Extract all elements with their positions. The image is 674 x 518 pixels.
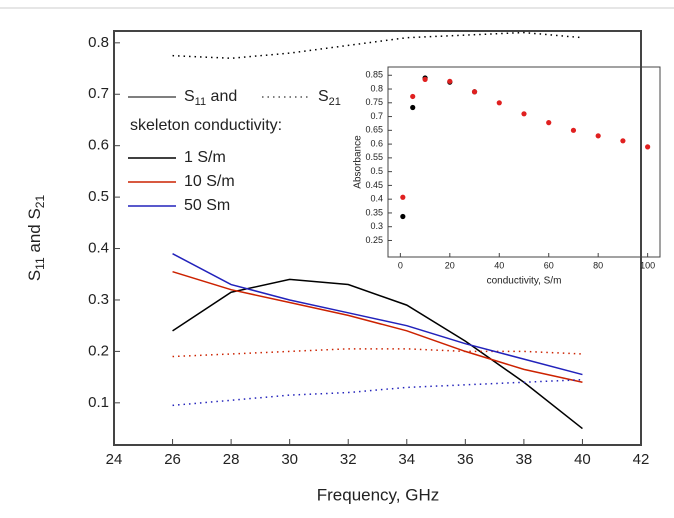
point <box>422 76 428 82</box>
x-tick-label: 34 <box>398 451 415 468</box>
y-tick-label: 0.7 <box>370 111 383 121</box>
point <box>471 89 478 95</box>
point <box>496 100 502 106</box>
legend-part: S <box>318 88 329 105</box>
legend-label: 10 S/m <box>184 173 235 190</box>
inset-x-label: conductivity, S/m <box>487 276 562 287</box>
point <box>447 78 453 84</box>
x-tick-label: 100 <box>640 260 655 270</box>
point <box>595 133 601 139</box>
y-tick-label: 0.1 <box>88 394 109 411</box>
y-tick-label: 0.85 <box>365 70 383 80</box>
s11-line <box>172 253 583 376</box>
s21-line <box>172 378 583 407</box>
y-label-part: S <box>25 270 44 281</box>
y-tick-label: 0.6 <box>370 138 383 148</box>
legend-label: S21 <box>318 88 341 108</box>
y-label-part: and S <box>25 208 44 257</box>
plot-frame <box>113 30 642 446</box>
y-label-part: 11 <box>33 257 47 270</box>
legend-heading: skeleton conductivity: <box>130 117 282 134</box>
y-tick-label: 0.25 <box>365 235 383 245</box>
x-tick-label: 24 <box>106 451 123 468</box>
y-axis-label: S11 and S21 <box>25 195 47 282</box>
y-tick-label: 0.45 <box>365 180 383 190</box>
x-tick-label: 28 <box>223 451 240 468</box>
y-tick-label: 0.55 <box>365 152 383 162</box>
legend-label: 1 S/m <box>184 149 226 166</box>
y-tick-label: 0.4 <box>370 194 383 204</box>
legend-part: and <box>206 88 237 105</box>
x-tick-label: 38 <box>516 451 533 468</box>
y-tick-label: 0.65 <box>365 125 383 135</box>
legend-label: S11 and <box>184 88 237 108</box>
point <box>410 93 416 100</box>
s21-line <box>172 348 583 358</box>
y-label-part: 21 <box>33 195 47 209</box>
x-tick-label: 20 <box>445 260 455 270</box>
y-tick-label: 0.5 <box>370 166 383 176</box>
s11-line <box>172 278 583 430</box>
y-tick-label: 0.8 <box>370 83 383 93</box>
legend-part: 11 <box>195 96 206 108</box>
legend-label: 50 Sm <box>184 197 230 214</box>
y-tick-label: 0.3 <box>370 221 383 231</box>
x-axis-label: Frequency, GHz <box>317 485 440 504</box>
point <box>546 120 552 126</box>
point <box>620 138 626 144</box>
x-tick-label: 36 <box>457 451 474 468</box>
y-tick-label: 0.4 <box>88 240 109 257</box>
x-tick-label: 40 <box>494 260 504 270</box>
x-tick-label: 60 <box>544 260 554 270</box>
point <box>570 127 577 133</box>
plot-frame <box>387 66 661 258</box>
s21-line <box>172 31 583 60</box>
x-tick-label: 32 <box>340 451 357 468</box>
x-tick-label: 0 <box>398 260 403 270</box>
inset-y-label: Absorbance <box>353 135 364 189</box>
legend-part: 21 <box>329 96 341 108</box>
s11-line <box>172 270 583 383</box>
point <box>410 104 416 111</box>
x-tick-label: 30 <box>281 451 298 468</box>
point <box>400 213 406 220</box>
y-tick-label: 0.75 <box>365 97 383 107</box>
y-tick-label: 0.5 <box>88 188 109 205</box>
point <box>521 111 527 117</box>
y-tick-label: 0.35 <box>365 207 383 217</box>
y-tick-label: 0.8 <box>88 34 109 51</box>
y-tick-label: 0.7 <box>88 85 109 102</box>
x-tick-label: 80 <box>593 260 603 270</box>
x-tick-label: 40 <box>574 451 591 468</box>
y-tick-label: 0.3 <box>88 291 109 308</box>
x-tick-label: 42 <box>633 451 650 468</box>
point <box>645 144 651 150</box>
y-tick-label: 0.2 <box>88 342 109 359</box>
x-tick-label: 26 <box>164 451 181 468</box>
legend-part: S <box>184 88 195 105</box>
y-tick-label: 0.6 <box>88 137 109 154</box>
point <box>400 194 406 200</box>
